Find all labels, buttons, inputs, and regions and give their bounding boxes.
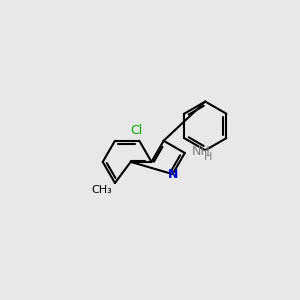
Text: CH₃: CH₃ <box>91 185 112 195</box>
Text: Cl: Cl <box>130 124 142 137</box>
Text: H: H <box>204 152 213 162</box>
Text: N: N <box>167 168 178 181</box>
Text: NH: NH <box>192 145 211 158</box>
